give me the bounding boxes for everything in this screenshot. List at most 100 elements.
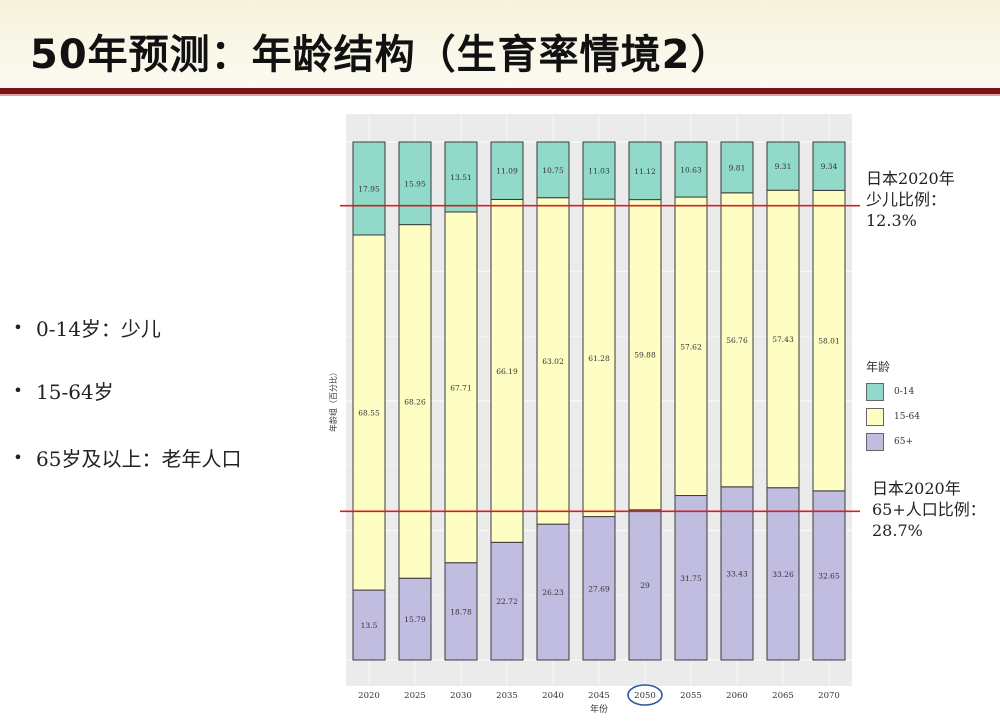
bar-segment xyxy=(398,141,432,226)
bullet-text: 0-14岁：少儿 xyxy=(36,316,161,341)
bar-segment xyxy=(582,141,616,200)
chart-legend: 年龄 0-14 15-64 65+ xyxy=(866,358,986,454)
x-tick-label: 2035 xyxy=(496,691,518,701)
data-label: 18.78 xyxy=(450,607,472,616)
legend-title: 年龄 xyxy=(866,360,891,374)
x-tick-label: 2030 xyxy=(450,691,472,701)
x-tick-label: 2045 xyxy=(588,691,610,701)
stacked-bar-chart: 13.5 68.55 17.95 15.79 68.26 15.95 18.78 67.71 1… xyxy=(328,114,866,715)
bar-segment xyxy=(536,141,570,199)
data-label: 63.02 xyxy=(542,357,564,366)
bullet-dot: • xyxy=(13,447,23,467)
data-label: 17.95 xyxy=(358,184,380,193)
bar-segment xyxy=(490,141,524,200)
x-tick-label: 2060 xyxy=(726,691,748,701)
data-label: 10.75 xyxy=(542,166,564,175)
bar-segment xyxy=(812,141,846,191)
bar-segment xyxy=(536,197,570,525)
annotation-line: 65+人口比例： xyxy=(872,500,986,519)
bar-segment xyxy=(352,141,386,236)
data-label: 56.76 xyxy=(726,336,748,345)
bar-segment xyxy=(766,141,800,191)
data-label: 66.19 xyxy=(496,367,518,376)
title-divider-light xyxy=(0,94,1000,96)
legend-label: 0-14 xyxy=(894,386,915,397)
annotation-value: 28.7% xyxy=(872,521,923,540)
bar-segment xyxy=(674,196,708,497)
data-label: 15.95 xyxy=(404,179,426,188)
annotation-line: 日本2020年 xyxy=(866,169,955,188)
bar-segment xyxy=(720,141,754,194)
data-label: 10.63 xyxy=(680,166,702,175)
data-label: 13.51 xyxy=(450,173,471,182)
annotation-line: 少儿比例： xyxy=(866,190,947,209)
bullet-item-children: • 0-14岁：少儿 xyxy=(0,312,161,342)
annotation-child-ratio: 日本2020年 少儿比例： 12.3% xyxy=(866,168,955,231)
data-label: 15.79 xyxy=(404,615,426,624)
bar-segment xyxy=(812,490,846,661)
data-label: 31.75 xyxy=(680,574,702,583)
bar-segment xyxy=(444,562,478,661)
x-tick-label: 2070 xyxy=(818,691,840,701)
legend-swatch xyxy=(866,407,884,426)
data-label: 26.23 xyxy=(542,588,564,597)
data-label: 11.09 xyxy=(496,167,518,176)
bullet-item-working-age: • 15-64岁 xyxy=(0,375,114,405)
annotation-elderly-ratio: 日本2020年 65+人口比例： 28.7% xyxy=(872,478,986,541)
bar-segment xyxy=(628,509,662,661)
bar-segment xyxy=(398,224,432,579)
x-tick-label: 2055 xyxy=(680,691,702,701)
x-tick-label: 2025 xyxy=(404,691,426,701)
annotation-value: 12.3% xyxy=(866,211,917,230)
data-label: 59.88 xyxy=(634,351,656,360)
x-tick-label: 2020 xyxy=(358,691,380,701)
data-label: 57.62 xyxy=(680,342,702,351)
data-label: 29 xyxy=(640,581,650,590)
bar-segment xyxy=(812,189,846,492)
data-label: 33.26 xyxy=(772,570,794,579)
legend-entry-0-14: 0-14 xyxy=(866,379,986,404)
bar-segment xyxy=(490,541,524,661)
x-tick-label: 2065 xyxy=(772,691,794,701)
legend-label: 65+ xyxy=(894,436,913,447)
data-label: 9.34 xyxy=(821,162,838,171)
annotation-line: 日本2020年 xyxy=(872,479,961,498)
x-axis-title: 年份 xyxy=(590,703,608,715)
data-label: 11.12 xyxy=(634,167,656,176)
data-label: 22.72 xyxy=(496,597,518,606)
bar-segment xyxy=(766,487,800,661)
legend-swatch xyxy=(866,432,884,451)
data-label: 57.43 xyxy=(772,335,794,344)
legend-swatch xyxy=(866,382,884,401)
bar-segment xyxy=(352,234,386,591)
bullet-dot: • xyxy=(13,317,23,337)
slide-title: 50年预测：年龄结构（生育率情境2） xyxy=(30,32,732,78)
bar-segment xyxy=(398,577,432,661)
bar-segment xyxy=(352,589,386,661)
highlight-circle xyxy=(627,684,663,706)
legend-entry-65-plus: 65+ xyxy=(866,429,986,454)
chart-container: 13.5 68.55 17.95 15.79 68.26 15.95 18.78 67.71 1… xyxy=(320,110,866,720)
data-label: 58.01 xyxy=(818,337,839,346)
legend-label: 15-64 xyxy=(894,411,920,422)
data-label: 13.5 xyxy=(361,621,378,630)
data-label: 9.31 xyxy=(775,162,792,171)
bar-segment xyxy=(674,495,708,661)
bar-segment xyxy=(582,516,616,661)
bar-segment xyxy=(444,211,478,564)
data-label: 27.69 xyxy=(588,584,610,593)
data-label: 11.03 xyxy=(588,167,610,176)
data-label: 9.81 xyxy=(729,163,746,172)
data-label: 68.26 xyxy=(404,397,426,406)
bar-segment xyxy=(674,141,708,198)
bar-segment xyxy=(628,141,662,201)
x-tick-label: 2040 xyxy=(542,691,564,701)
bullet-dot: • xyxy=(13,380,23,400)
data-label: 68.55 xyxy=(358,409,380,418)
bullet-text: 15-64岁 xyxy=(36,379,114,404)
data-label: 33.43 xyxy=(726,569,748,578)
bullet-item-elderly: • 65岁及以上：老年人口 xyxy=(0,442,241,472)
title-band xyxy=(0,0,1000,88)
data-label: 61.28 xyxy=(588,354,610,363)
bar-segment xyxy=(720,486,754,661)
